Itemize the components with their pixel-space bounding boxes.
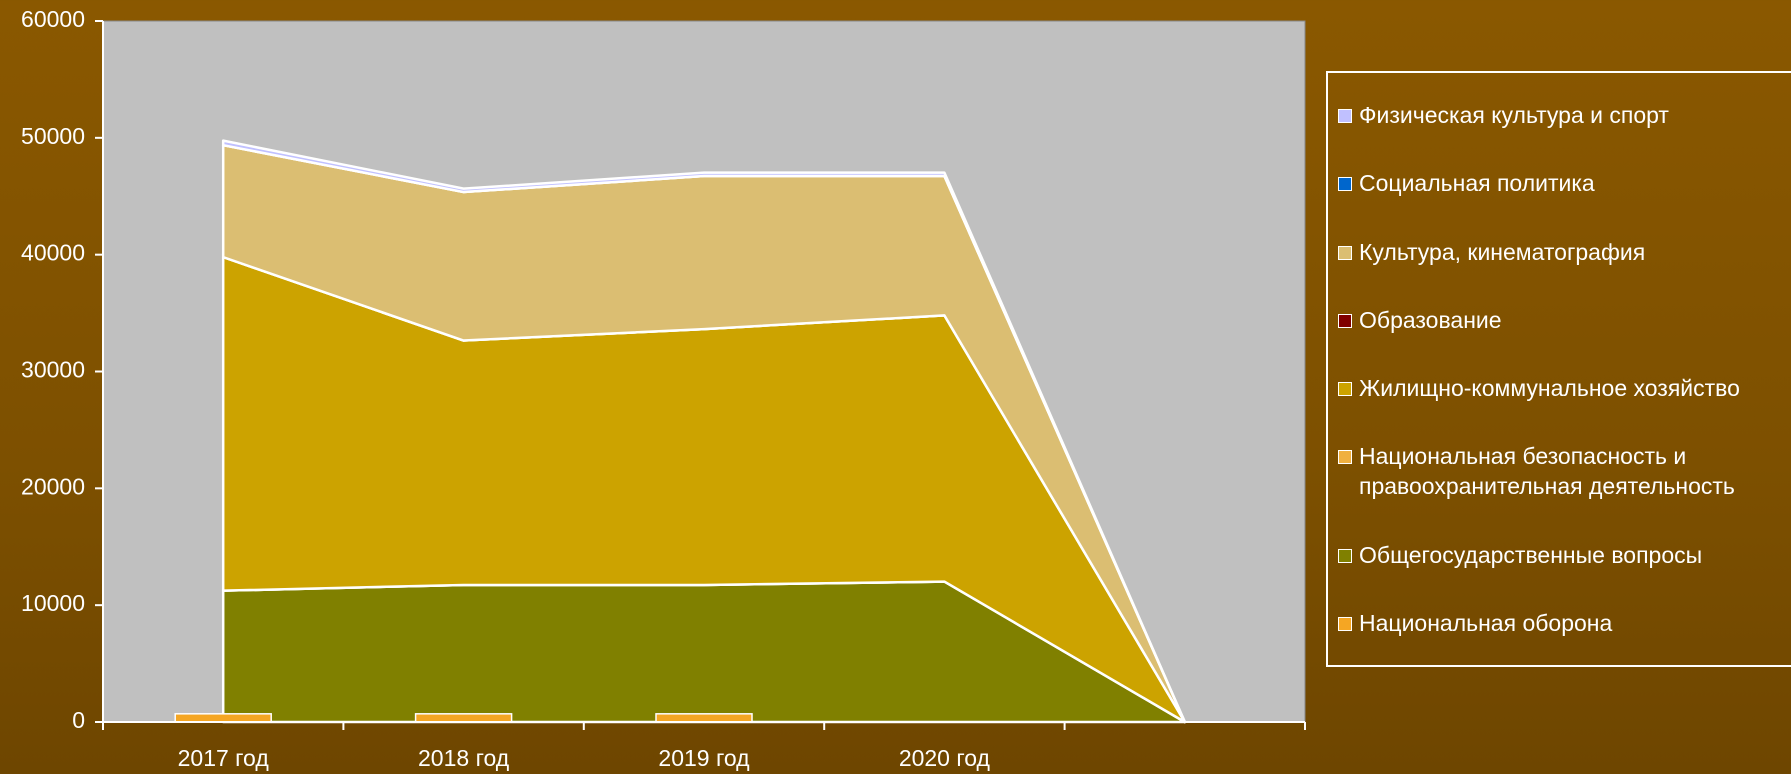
legend-item: Образование (1338, 305, 1791, 335)
y-tick-label: 30000 (21, 357, 85, 383)
legend-item: Национальная безопасность и правоохранит… (1338, 441, 1791, 501)
y-tick-label: 50000 (21, 123, 85, 149)
legend-label: Образование (1359, 306, 1502, 333)
legend-label: Физическая культура и спорт (1359, 102, 1669, 129)
legend-label: Национальная безопасность и правоохранит… (1359, 443, 1735, 500)
legend-swatch (1338, 548, 1352, 563)
y-tick-label: 10000 (21, 590, 85, 616)
legend-label: Культура, кинематография (1359, 238, 1646, 265)
x-tick-label: 2017 год (178, 745, 270, 771)
legend-label: Жилищно-коммунальное хозяйство (1359, 375, 1740, 402)
legend-swatch (1338, 245, 1352, 260)
legend-item: Социальная политика (1338, 168, 1791, 198)
x-tick-label: 2020 год (899, 745, 991, 771)
area (221, 139, 1187, 724)
legend-swatch (1338, 313, 1352, 328)
legend-item: Физическая культура и спорт (1338, 100, 1791, 130)
legend-label: Национальная оборона (1359, 609, 1613, 636)
legend-item: Культура, кинематография (1338, 237, 1791, 267)
x-tick-label: 2018 год (418, 745, 510, 771)
legend: Физическая культура и спорт Социальная по… (1326, 71, 1791, 667)
legend-swatch (1338, 382, 1352, 397)
legend-item: Национальная оборона (1338, 608, 1791, 638)
legend-swatch (1338, 177, 1352, 192)
bar (414, 713, 513, 723)
legend-label: Общегосударственные вопросы (1359, 541, 1703, 568)
legend-swatch (1338, 109, 1352, 124)
legend-item: Жилищно-коммунальное хозяйство (1338, 373, 1791, 403)
legend-item: Общегосударственные вопросы (1338, 540, 1791, 570)
legend-swatch (1338, 616, 1352, 631)
y-tick-label: 40000 (21, 240, 85, 266)
y-tick-label: 60000 (21, 6, 85, 32)
y-tick-label: 20000 (21, 473, 85, 499)
bar (174, 713, 272, 723)
legend-label: Социальная политика (1359, 170, 1595, 197)
y-tick-label: 0 (72, 707, 85, 733)
x-tick-label: 2019 год (658, 745, 750, 771)
bar (655, 713, 753, 723)
legend-swatch (1338, 450, 1352, 465)
